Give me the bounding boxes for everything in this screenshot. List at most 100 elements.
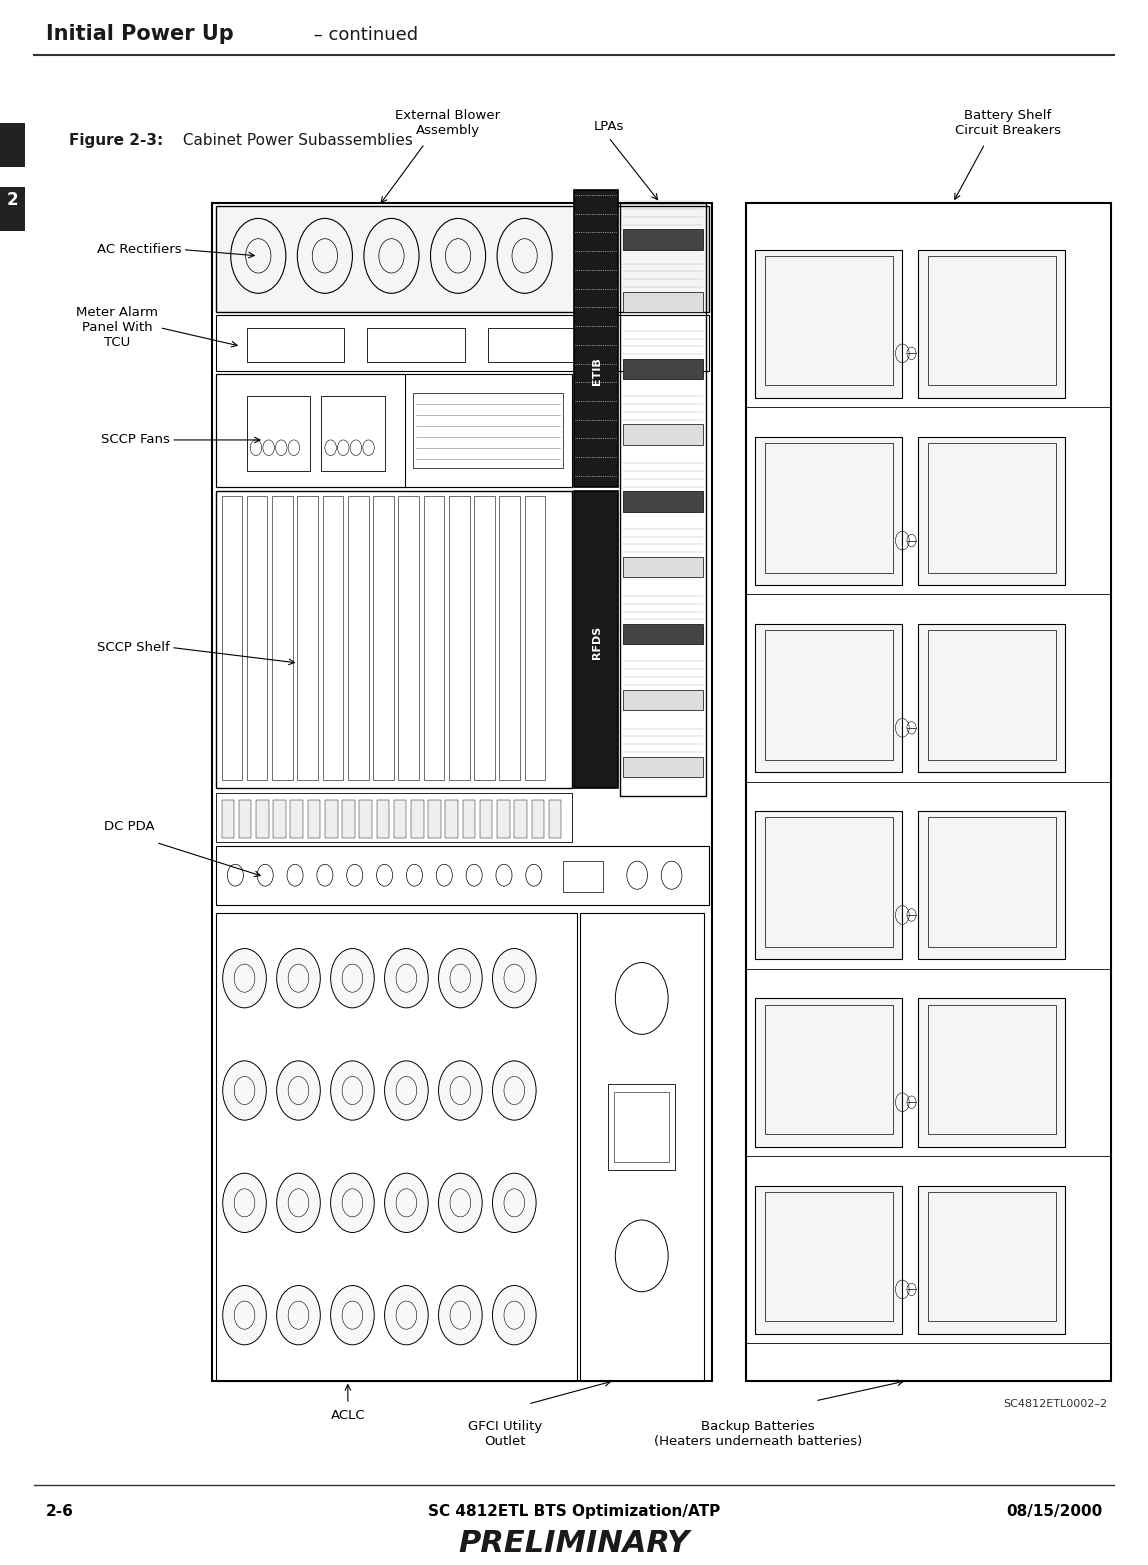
Text: AC Rectifiers: AC Rectifiers	[96, 243, 181, 257]
Bar	[411, 800, 424, 837]
Bar	[216, 845, 709, 905]
Text: SC 4812ETL BTS Optimization/ATP: SC 4812ETL BTS Optimization/ATP	[428, 1504, 720, 1520]
Bar	[623, 230, 703, 249]
Bar	[0, 188, 25, 232]
Bar	[272, 496, 293, 779]
Bar	[216, 491, 572, 787]
Text: ACLC: ACLC	[331, 1408, 365, 1421]
Bar	[532, 800, 544, 837]
Text: GFCI Utility
Outlet: GFCI Utility Outlet	[468, 1419, 542, 1448]
Bar	[563, 861, 603, 892]
Bar	[765, 1193, 893, 1321]
Text: SC4812ETL0002–2: SC4812ETL0002–2	[1003, 1399, 1108, 1410]
Text: 2-6: 2-6	[46, 1504, 73, 1520]
Bar	[445, 800, 458, 837]
Bar	[247, 396, 310, 471]
Bar	[216, 207, 709, 311]
Bar	[574, 491, 618, 787]
Bar	[342, 800, 355, 837]
Bar	[323, 496, 343, 779]
Bar	[574, 191, 618, 487]
Text: Initial Power Up: Initial Power Up	[46, 23, 234, 44]
Circle shape	[385, 1174, 428, 1233]
Bar	[928, 255, 1056, 385]
Bar	[216, 374, 572, 487]
Circle shape	[331, 1174, 374, 1233]
Circle shape	[385, 1285, 428, 1344]
Bar	[755, 437, 902, 585]
Circle shape	[331, 1285, 374, 1344]
Bar	[428, 800, 441, 837]
Bar	[348, 496, 369, 779]
Text: Backup Batteries
(Heaters underneath batteries): Backup Batteries (Heaters underneath bat…	[653, 1419, 862, 1448]
Bar	[373, 496, 394, 779]
Bar	[918, 998, 1065, 1147]
Bar	[377, 800, 389, 837]
Bar	[247, 496, 267, 779]
Bar	[297, 496, 318, 779]
Bar	[928, 631, 1056, 759]
Bar	[497, 800, 510, 837]
Bar	[239, 800, 251, 837]
Text: RFDS: RFDS	[592, 626, 602, 659]
Bar	[755, 624, 902, 772]
Bar	[755, 249, 902, 398]
Circle shape	[492, 948, 536, 1008]
Text: Cabinet Power Subassemblies: Cabinet Power Subassemblies	[178, 133, 413, 149]
Text: – continued: – continued	[308, 25, 418, 44]
Bar	[755, 998, 902, 1147]
Bar	[746, 203, 1111, 1380]
Bar	[608, 1085, 675, 1171]
Bar	[620, 203, 706, 795]
Bar	[623, 756, 703, 776]
Text: Meter Alarm
Panel With
TCU: Meter Alarm Panel With TCU	[77, 307, 158, 349]
Bar	[449, 496, 470, 779]
Bar	[765, 817, 893, 947]
Bar	[0, 124, 25, 167]
Bar	[325, 800, 338, 837]
Bar	[488, 327, 585, 362]
Circle shape	[277, 1174, 320, 1233]
Bar	[247, 327, 344, 362]
Bar	[614, 1092, 669, 1163]
Bar	[474, 496, 495, 779]
Circle shape	[492, 1061, 536, 1121]
Bar	[623, 358, 703, 379]
Circle shape	[492, 1174, 536, 1233]
Bar	[580, 912, 704, 1380]
Bar	[623, 491, 703, 512]
Text: Battery Shelf
Circuit Breakers: Battery Shelf Circuit Breakers	[955, 110, 1061, 138]
Bar	[928, 817, 1056, 947]
Circle shape	[331, 1061, 374, 1121]
Text: DC PDA: DC PDA	[104, 820, 155, 833]
Bar	[623, 557, 703, 577]
Text: SCCP Fans: SCCP Fans	[101, 434, 170, 446]
Bar	[216, 315, 709, 371]
Text: 2: 2	[7, 191, 18, 208]
Circle shape	[223, 1061, 266, 1121]
Circle shape	[223, 1174, 266, 1233]
Bar	[222, 800, 234, 837]
Bar	[256, 800, 269, 837]
Bar	[765, 443, 893, 573]
Circle shape	[331, 948, 374, 1008]
Text: PRELIMINARY: PRELIMINARY	[458, 1529, 690, 1557]
Bar	[755, 811, 902, 959]
Circle shape	[223, 948, 266, 1008]
Bar	[463, 800, 475, 837]
Text: LPAs: LPAs	[594, 119, 623, 133]
Text: ETIB: ETIB	[592, 357, 602, 385]
Circle shape	[385, 1061, 428, 1121]
Bar	[413, 393, 563, 468]
Bar	[216, 374, 405, 487]
Bar	[918, 1186, 1065, 1333]
Circle shape	[277, 948, 320, 1008]
Bar	[290, 800, 303, 837]
Bar	[212, 203, 712, 1380]
Bar	[623, 624, 703, 645]
Bar	[928, 443, 1056, 573]
Bar	[398, 496, 419, 779]
Circle shape	[277, 1285, 320, 1344]
Bar	[623, 424, 703, 444]
Bar	[755, 1186, 902, 1333]
